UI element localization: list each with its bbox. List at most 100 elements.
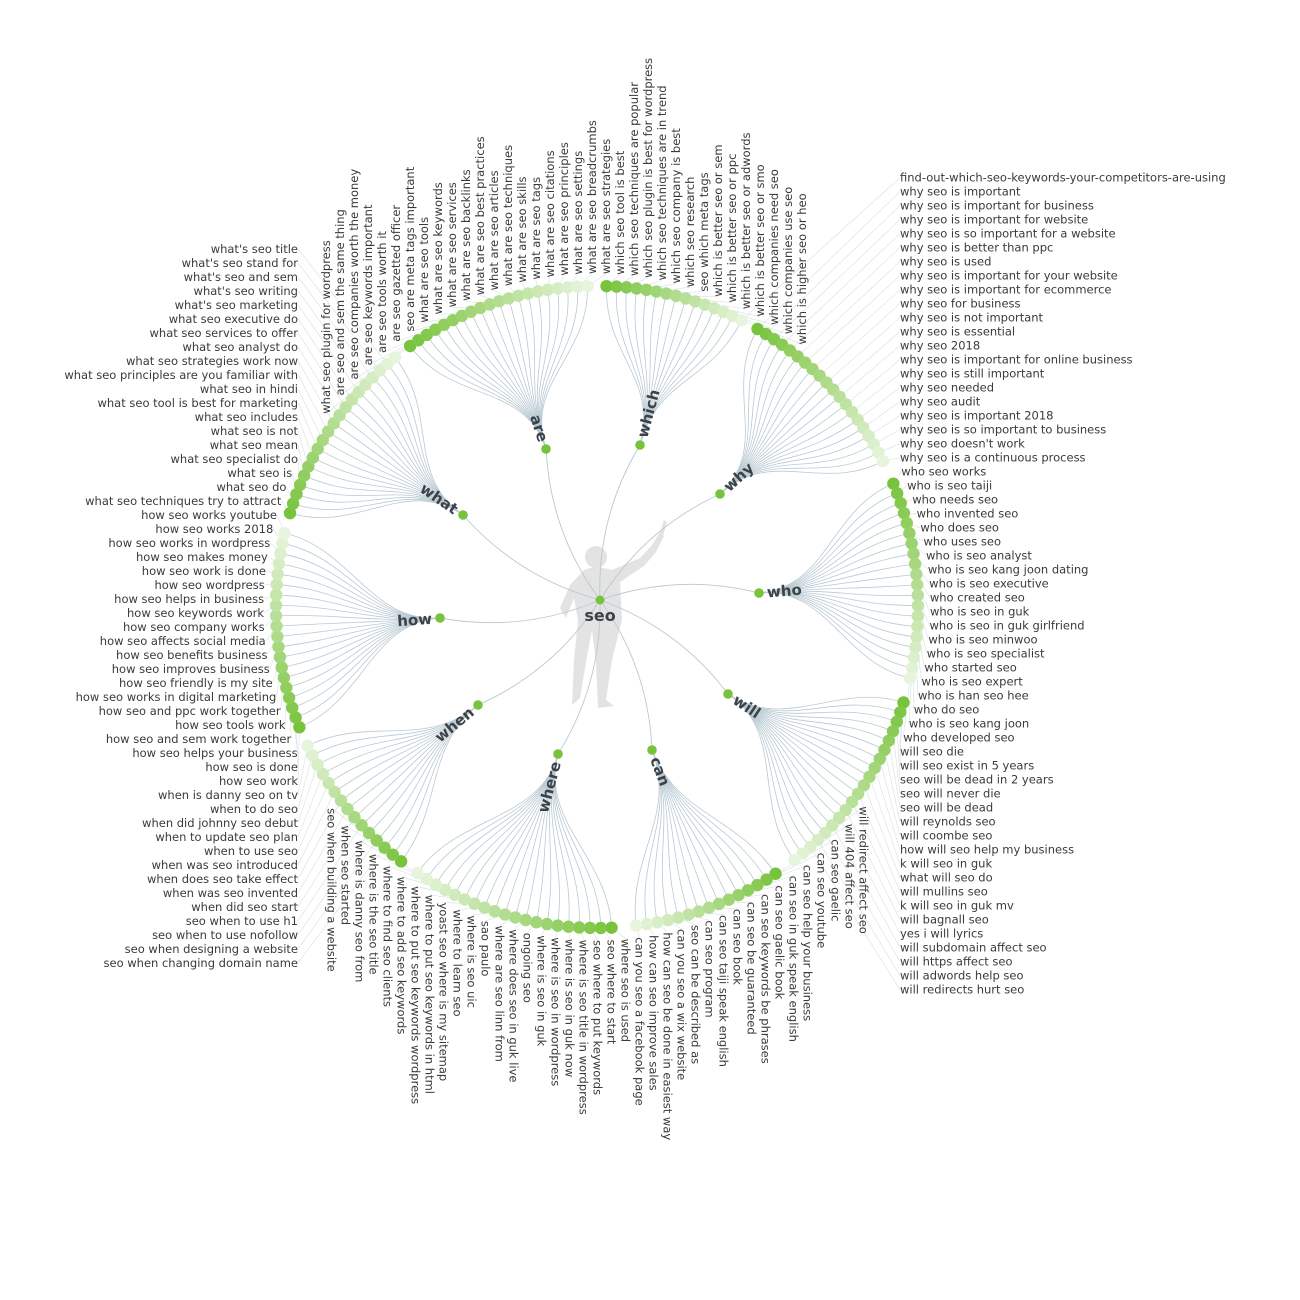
leaf-dot[interactable] <box>581 279 594 293</box>
leaf-dot[interactable] <box>669 289 683 303</box>
leaf-label[interactable]: what seo is <box>227 466 292 480</box>
leaf-label[interactable]: what are seo tags <box>529 177 543 280</box>
leaf-label[interactable]: how seo affects social media <box>100 634 266 648</box>
leaf-label[interactable]: who created seo <box>930 591 1025 605</box>
leaf-dot[interactable] <box>620 281 633 294</box>
leaf-label[interactable]: who is han seo hee <box>918 689 1029 703</box>
leaf-dot[interactable] <box>882 734 896 747</box>
leaf-label[interactable]: why seo for business <box>900 297 1021 311</box>
leaf-label[interactable]: who is seo expert <box>922 675 1024 689</box>
leaf-dot[interactable] <box>905 537 918 550</box>
leaf-label[interactable]: ongoing seo <box>521 933 535 1003</box>
leaf-dot[interactable] <box>661 913 675 927</box>
leaf-dot[interactable] <box>909 641 922 654</box>
leaf-dot[interactable] <box>492 295 506 308</box>
leaf-dot[interactable] <box>531 285 545 298</box>
leaf-dot[interactable] <box>672 911 685 924</box>
leaf-dot[interactable] <box>488 905 501 918</box>
leaf-label[interactable]: what are seo techniques <box>501 145 515 286</box>
leaf-label[interactable]: what seo services to offer <box>150 326 299 340</box>
leaf-label[interactable]: who uses seo <box>924 535 1002 549</box>
leaf-label[interactable]: what's seo title <box>211 242 298 256</box>
leaf-dot[interactable] <box>286 497 300 510</box>
leaf-label[interactable]: who seo works <box>901 465 986 479</box>
leaf-label[interactable]: what are seo tools <box>417 217 431 323</box>
leaf-label[interactable]: what seo is not <box>211 424 299 438</box>
leaf-dot[interactable] <box>378 841 391 854</box>
leaf-label[interactable]: what are seo articles <box>487 170 501 290</box>
leaf-label[interactable]: who is seo minwoo <box>928 633 1037 647</box>
leaf-label[interactable]: why seo audit <box>900 395 981 409</box>
leaf-dot[interactable] <box>640 917 653 931</box>
leaf-label[interactable]: how seo benefits business <box>116 648 267 662</box>
leaf-dot[interactable] <box>911 620 924 633</box>
leaf-dot[interactable] <box>278 526 291 540</box>
leaf-dot[interactable] <box>280 681 293 694</box>
leaf-dot[interactable] <box>269 609 283 622</box>
leaf-label[interactable]: seo where to start <box>605 940 619 1045</box>
leaf-dot[interactable] <box>600 279 613 293</box>
leaf-dot[interactable] <box>272 557 286 571</box>
leaf-dot[interactable] <box>270 588 283 602</box>
leaf-label[interactable]: yes i will lyrics <box>900 927 983 941</box>
leaf-label[interactable]: which is better seo or smo <box>753 164 767 316</box>
leaf-label[interactable]: can seo help your business <box>801 865 815 1021</box>
leaf-label[interactable]: which seo plugin is best for wordpress <box>641 58 655 278</box>
leaf-dot[interactable] <box>271 567 284 581</box>
leaf-dot[interactable] <box>886 725 900 738</box>
leaf-dot[interactable] <box>420 872 433 886</box>
leaf-dot[interactable] <box>876 455 890 468</box>
branch-node-who[interactable] <box>754 588 764 598</box>
leaf-dot[interactable] <box>282 691 296 704</box>
leaf-dot[interactable] <box>897 696 910 709</box>
leaf-label[interactable]: why seo needed <box>900 381 994 395</box>
leaf-dot[interactable] <box>911 589 924 602</box>
leaf-label[interactable]: why seo is important 2018 <box>900 409 1054 423</box>
leaf-dot[interactable] <box>682 908 695 921</box>
leaf-label[interactable]: when was seo invented <box>163 886 298 900</box>
leaf-label[interactable]: how seo work is done <box>142 564 266 578</box>
leaf-label[interactable]: why seo is so important for a website <box>900 227 1116 241</box>
leaf-dot[interactable] <box>269 599 283 612</box>
leaf-dot[interactable] <box>483 298 496 311</box>
leaf-label[interactable]: what seo analyst do <box>182 340 298 354</box>
leaf-dot[interactable] <box>458 893 471 906</box>
leaf-label[interactable]: k will seo in guk mv <box>900 899 1014 913</box>
leaf-label[interactable]: are seo companies worth the money <box>347 169 361 380</box>
leaf-dot[interactable] <box>448 888 462 901</box>
leaf-label[interactable]: which seo company is best <box>669 128 683 284</box>
leaf-dot[interactable] <box>894 496 907 510</box>
leaf-label[interactable]: are seo keywords important <box>361 204 375 365</box>
leaf-dot[interactable] <box>769 867 782 880</box>
leaf-dot[interactable] <box>911 599 925 612</box>
leaf-dot[interactable] <box>732 888 745 902</box>
leaf-label[interactable]: what are seo backlinks <box>459 169 473 301</box>
leaf-label[interactable]: where to find seo clients <box>381 866 395 1007</box>
leaf-label[interactable]: how seo wordpress <box>154 578 264 592</box>
leaf-label[interactable]: what are seo principles <box>557 142 571 276</box>
leaf-label[interactable]: how can seo improve sales <box>647 935 661 1091</box>
leaf-label[interactable]: where to put seo keywords wordpress <box>409 886 423 1104</box>
leaf-dot[interactable] <box>348 811 361 824</box>
leaf-dot[interactable] <box>897 506 911 520</box>
leaf-dot[interactable] <box>328 785 341 799</box>
leaf-label[interactable]: what's seo and sem <box>184 270 298 284</box>
leaf-label[interactable]: why seo is essential <box>900 325 1015 339</box>
leaf-dot[interactable] <box>735 314 748 327</box>
leaf-label[interactable]: what seo specialist do <box>171 452 298 466</box>
leaf-label[interactable]: seo when building a website <box>325 808 339 971</box>
leaf-dot[interactable] <box>887 477 900 490</box>
leaf-label[interactable]: where is seo in wordpress <box>549 937 563 1086</box>
leaf-dot[interactable] <box>270 578 283 591</box>
leaf-label[interactable]: how seo and ppc work together <box>99 704 281 718</box>
leaf-label[interactable]: why seo 2018 <box>900 339 980 353</box>
leaf-label[interactable]: how can seo be done in easiest way <box>661 932 675 1140</box>
leaf-label[interactable]: how will seo help my business <box>900 843 1074 857</box>
leaf-dot[interactable] <box>540 917 554 931</box>
leaf-dot[interactable] <box>341 802 354 816</box>
leaf-dot[interactable] <box>272 640 285 654</box>
leaf-label[interactable]: who is seo kang joon <box>909 717 1029 731</box>
leaf-label[interactable]: how seo works in wordpress <box>108 536 270 550</box>
leaf-label[interactable]: where does seo in guk live <box>507 929 521 1082</box>
leaf-dot[interactable] <box>519 913 533 927</box>
